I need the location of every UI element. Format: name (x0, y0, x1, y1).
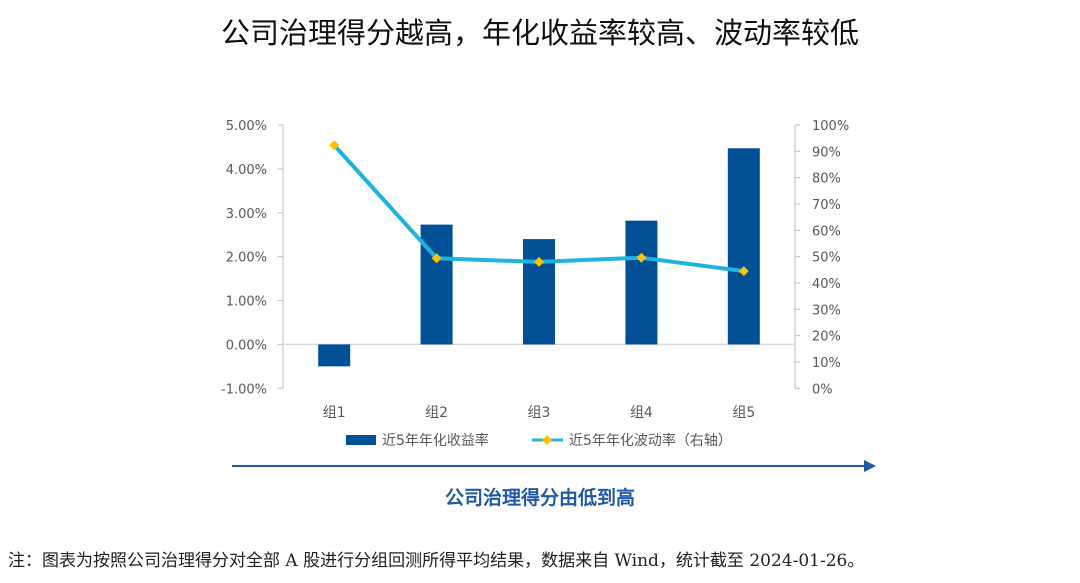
right-tick-label: 50% (812, 251, 841, 266)
legend-bar-label: 近5年年化收益率 (382, 432, 489, 449)
legend-line-label: 近5年年化波动率（右轴） (569, 432, 732, 449)
left-tick-label: 3.00% (226, 207, 267, 222)
x-axis-label: 公司治理得分由低到高 (444, 487, 635, 509)
bar-组3 (523, 239, 555, 345)
right-tick-label: 70% (812, 198, 841, 213)
left-tick-label: -1.00% (221, 382, 267, 397)
right-tick-label: 20% (812, 330, 841, 345)
bar-组2 (420, 224, 453, 345)
category-label: 组2 (425, 405, 448, 421)
left-tick-label: 4.00% (226, 163, 267, 178)
bar-组4 (625, 220, 658, 345)
right-tick-label: 0% (812, 382, 833, 397)
left-tick-label: 0.00% (226, 338, 267, 353)
right-tick-label: 60% (812, 224, 841, 239)
left-tick-label: 1.00% (226, 295, 267, 310)
line-marker-组3 (534, 256, 544, 267)
line-marker-组1 (329, 140, 340, 151)
right-tick-label: 10% (812, 356, 841, 371)
left-tick-label: 2.00% (226, 251, 267, 266)
category-label: 组3 (528, 405, 551, 421)
bar-组5 (727, 148, 760, 345)
footnote: 注：图表为按照公司治理得分对全部 A 股进行分组回测所得平均结果，数据来自 Wi… (8, 551, 865, 571)
bar-组1 (318, 344, 351, 367)
category-label: 组5 (732, 405, 755, 421)
arrow-right-icon (864, 460, 876, 472)
chart-title: 公司治理得分越高，年化收益率较高、波动率较低 (220, 16, 859, 50)
line-marker-组4 (636, 252, 647, 263)
right-tick-label: 90% (812, 145, 841, 160)
right-tick-label: 30% (812, 303, 841, 318)
right-tick-label: 40% (812, 277, 841, 292)
right-tick-label: 80% (812, 172, 841, 187)
category-label: 组4 (630, 405, 653, 421)
line-marker-组5 (738, 266, 749, 277)
category-label: 组1 (323, 405, 346, 421)
legend-line-marker (542, 435, 552, 445)
line-marker-组2 (431, 253, 442, 264)
left-tick-label: 5.00% (226, 119, 267, 134)
right-tick-label: 100% (812, 119, 849, 134)
legend-bar-swatch (346, 435, 376, 445)
